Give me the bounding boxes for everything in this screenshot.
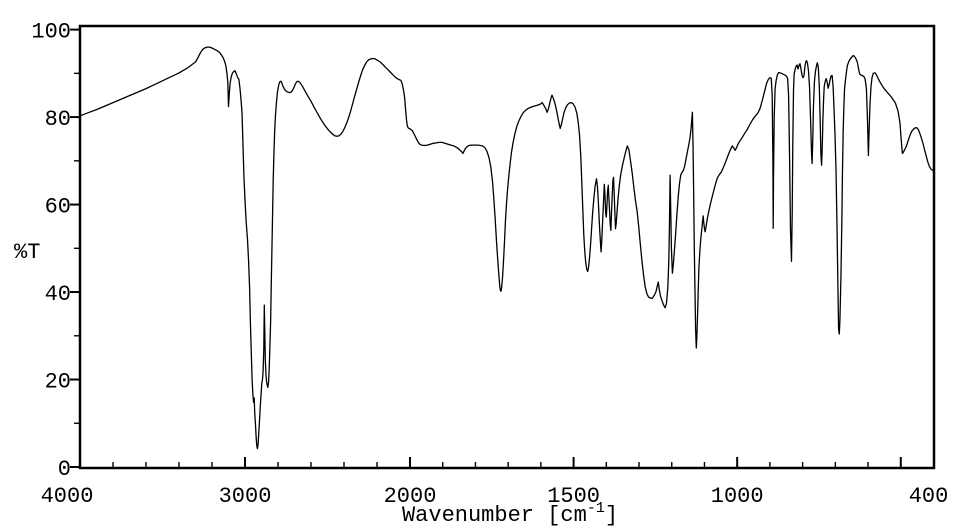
y-tick-label: 80 — [45, 107, 71, 132]
plot-frame — [78, 24, 936, 470]
x-tick-label: 4000 — [41, 484, 94, 509]
x-axis-title-superscript: -1 — [587, 500, 605, 517]
x-tick-label: 400 — [909, 484, 949, 509]
x-axis-title-end: ] — [605, 503, 618, 528]
x-axis-title: Wavenumber [cm-1] — [402, 500, 618, 528]
y-axis-tick-labels: 0 20 40 60 80 100 — [31, 20, 71, 482]
y-tick-label: 20 — [45, 370, 71, 395]
x-tick-label: 1500 — [547, 484, 600, 509]
y-axis-ticks — [70, 28, 80, 468]
y-tick-label: 60 — [45, 195, 71, 220]
y-tick-label: 0 — [58, 457, 71, 482]
x-tick-label: 2000 — [384, 484, 437, 509]
x-tick-label: 3000 — [219, 484, 272, 509]
y-tick-label: 100 — [31, 20, 71, 45]
x-axis-ticks — [112, 457, 902, 468]
spectrum-line — [79, 46, 935, 450]
y-axis-title: %T — [14, 240, 40, 265]
x-tick-label: 1000 — [711, 484, 764, 509]
x-axis-tick-labels: 4000 3000 2000 1500 1000 400 — [41, 484, 949, 509]
x-axis-title-main: Wavenumber [cm — [402, 503, 587, 528]
y-tick-label: 40 — [45, 282, 71, 307]
